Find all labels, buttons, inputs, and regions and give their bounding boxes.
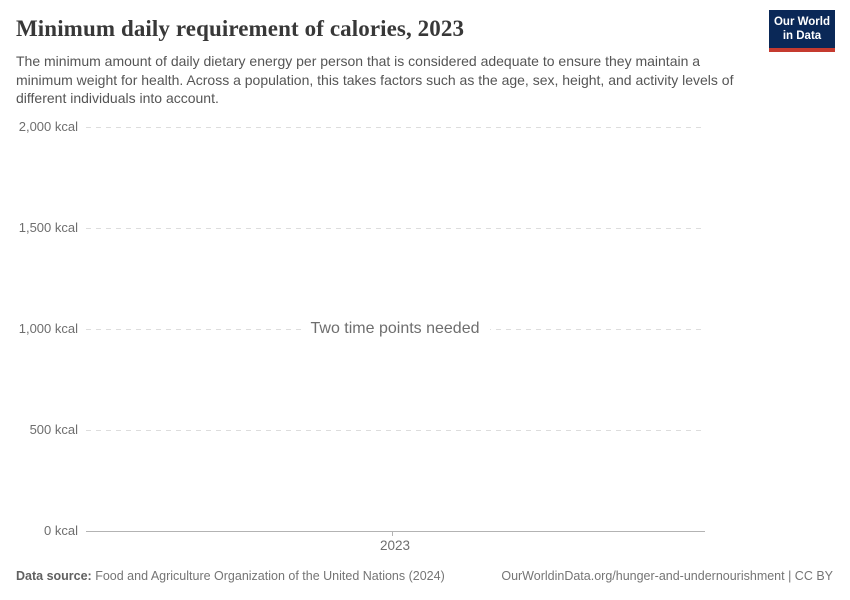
data-source-note: Data source: Food and Agriculture Organi…	[16, 569, 445, 584]
owid-logo-line2: in Data	[782, 30, 822, 42]
x-axis-tick-label: 2023	[379, 538, 411, 553]
chart-title: Minimum daily requirement of calories, 2…	[16, 16, 465, 41]
no-data-message-row: Two time points needed	[85, 320, 705, 338]
no-data-message: Two time points needed	[300, 320, 490, 338]
y-axis-tick-label: 1,000 kcal	[18, 321, 78, 336]
gridline	[86, 228, 705, 229]
x-axis-tick	[392, 531, 393, 536]
gridline	[86, 127, 705, 128]
data-source-label: Data source:	[16, 569, 92, 583]
y-axis-tick-label: 0 kcal	[44, 523, 78, 538]
owid-logo-line1: Our World	[773, 16, 830, 28]
data-source-value: Food and Agriculture Organization of the…	[95, 569, 445, 583]
y-axis-tick-label: 500 kcal	[29, 422, 78, 437]
chart-subtitle: The minimum amount of daily dietary ener…	[16, 53, 734, 106]
owid-url-license[interactable]: OurWorldinData.org/hunger-and-undernouri…	[501, 569, 833, 583]
owid-logo[interactable]: Our World in Data	[769, 10, 835, 52]
y-axis-tick-label: 1,500 kcal	[18, 220, 78, 235]
gridline	[86, 430, 705, 431]
y-axis-tick-label: 2,000 kcal	[18, 119, 78, 134]
x-axis-line	[86, 531, 705, 532]
